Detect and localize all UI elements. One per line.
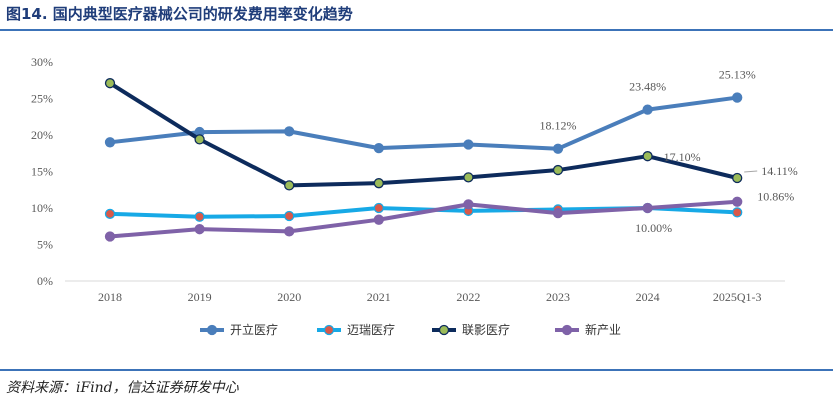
series-line [108, 199, 740, 239]
data-point [642, 151, 653, 162]
y-tick-label: 20% [31, 128, 53, 142]
y-tick-label: 10% [31, 201, 53, 215]
y-tick-label: 5% [37, 238, 53, 252]
footer-divider [0, 369, 833, 371]
data-point [284, 210, 295, 222]
data-point [642, 104, 653, 115]
legend: 开立医疗 迈瑞医疗 联影医疗 新产业 [200, 322, 621, 337]
data-label: 18.12% [540, 119, 577, 133]
data-point [194, 224, 205, 235]
data-point [552, 143, 564, 154]
data-point [463, 199, 474, 210]
legend-item: 迈瑞医疗 [317, 323, 395, 337]
data-point [373, 178, 384, 189]
data-label: 10.00% [635, 221, 672, 235]
data-point [552, 164, 564, 176]
data-point [104, 137, 116, 148]
legend-marker [561, 324, 573, 336]
title-divider [0, 29, 833, 31]
data-point [732, 92, 743, 103]
data-point [642, 202, 653, 214]
source-note: 资料来源：iFind，信达证券研发中心 [6, 380, 239, 396]
series-line [108, 81, 740, 188]
series-0 [104, 92, 743, 154]
x-tick-label: 2023 [546, 290, 570, 304]
x-tick-label: 2022 [456, 290, 480, 304]
series-2 [104, 78, 743, 191]
data-point [732, 196, 743, 207]
data-label: 25.13% [719, 68, 756, 82]
data-point [194, 211, 205, 222]
data-point [284, 126, 295, 137]
legend-item: 联影医疗 [432, 323, 510, 337]
x-tick-label: 2018 [98, 290, 122, 304]
legend-item: 开立医疗 [200, 322, 278, 337]
legend-label: 联影医疗 [462, 323, 510, 337]
y-tick-label: 15% [31, 165, 53, 179]
data-point [104, 231, 116, 242]
figure-title: 图14. 国内典型医疗器械公司的研发费用率变化趋势 [6, 5, 353, 23]
series-layer [104, 78, 743, 242]
x-tick-label: 2021 [367, 290, 391, 304]
data-label: 10.86% [757, 190, 794, 204]
line-chart: 0% 5% 10% 15% 20% 25% 30% 2018 2019 2020 2021 2022… [31, 55, 798, 337]
x-axis: 2018 2019 2020 2021 2022 2023 2024 2025Q1-3 [65, 280, 785, 304]
x-tick-label: 2025Q1-3 [713, 290, 762, 304]
legend-label: 迈瑞医疗 [347, 323, 395, 337]
data-labels: 18.12% 23.48% 25.13% 17.10% 14.11% 10.00% 10.8… [540, 68, 798, 235]
legend-marker [323, 324, 335, 336]
legend-item: 新产业 [555, 322, 621, 337]
y-tick-label: 0% [37, 274, 53, 288]
data-point [373, 142, 384, 154]
data-point [732, 207, 743, 218]
data-point [463, 172, 474, 183]
x-tick-label: 2024 [636, 290, 660, 304]
x-tick-label: 2019 [188, 290, 212, 304]
data-label: 14.11% [761, 164, 798, 178]
y-tick-label: 25% [31, 92, 53, 106]
data-point [104, 78, 116, 89]
series-line [108, 95, 740, 151]
label-leader-line [744, 170, 758, 173]
data-label: 17.10% [664, 150, 701, 164]
data-point [104, 208, 116, 219]
legend-marker [438, 324, 450, 336]
data-point [732, 172, 743, 184]
data-point [552, 207, 564, 219]
legend-label: 开立医疗 [230, 322, 278, 337]
legend-label: 新产业 [585, 322, 621, 337]
x-tick-label: 2020 [277, 290, 301, 304]
y-axis: 0% 5% 10% 15% 20% 25% 30% [31, 55, 53, 288]
data-label: 23.48% [629, 80, 666, 94]
legend-marker [206, 324, 218, 336]
y-tick-label: 30% [31, 55, 53, 69]
data-point [284, 226, 295, 237]
data-point [284, 180, 295, 191]
data-point [194, 134, 205, 145]
data-point [373, 214, 384, 225]
data-point [463, 139, 474, 150]
data-point [373, 202, 384, 214]
series-3 [104, 196, 743, 242]
